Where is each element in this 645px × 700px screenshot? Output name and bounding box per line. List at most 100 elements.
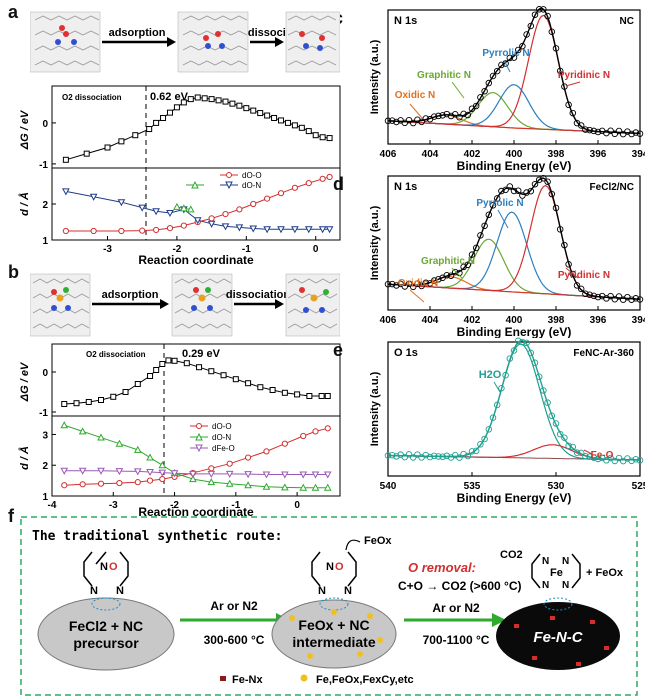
a-dg-point: [271, 114, 278, 121]
xps-c-data-point: [493, 67, 501, 75]
product-n-lr: N: [562, 580, 569, 591]
xps-e-data-point: [489, 414, 497, 421]
legend-b: dO-O dO-N dFe-O: [190, 422, 235, 453]
intermediate-line1: FeOx + NC: [298, 617, 369, 633]
xps-c-data-point: [498, 61, 505, 69]
xps-c-title: N 1s: [394, 15, 417, 27]
xps-d-xtick: 402: [464, 315, 481, 326]
xps-d-data-point: [409, 283, 417, 291]
xps-d-xtick: 394: [632, 315, 645, 326]
xps-e-data-point: [422, 451, 430, 459]
xps-c-data-point: [577, 122, 585, 129]
xps-e-data-point: [582, 452, 589, 460]
a-d-series-1-point: [138, 204, 147, 212]
xps-d-data-point: [468, 251, 476, 258]
xps-c-data-point: [409, 119, 417, 127]
xps-e-title: O 1s: [394, 347, 418, 359]
dg-note-a: O2 dissociation: [62, 93, 122, 102]
xps-e-data-point: [594, 455, 602, 463]
b-d-series-0-point: [116, 479, 123, 487]
precursor-n-right: N: [116, 585, 124, 597]
b-d-series-2-point: [207, 470, 216, 478]
b-d-series-0-point: [97, 480, 105, 487]
xps-c-data-point: [422, 115, 430, 122]
a-dg-point: [187, 96, 194, 103]
a-dg-point: [305, 128, 312, 135]
xps-d-xlabel: Binding Energy (eV): [457, 325, 572, 338]
b-d-series-1-point: [311, 483, 320, 491]
xps-c-data-point: [472, 102, 480, 110]
xps-c-data-point: [451, 111, 459, 118]
xps-c-data-point: [485, 79, 493, 87]
xps-d-peak-label-3: Pyridinic N: [558, 270, 610, 281]
xps-e-data-point: [472, 447, 480, 455]
xps-d-data-point: [615, 293, 623, 300]
a-dg-point: [83, 150, 90, 157]
precursor-line2: precursor: [73, 635, 139, 651]
xps-d-data-point: [481, 222, 488, 230]
xps-e-data-point: [393, 453, 400, 460]
a-dg-point: [326, 135, 333, 142]
graphene-sheet-a3: [285, 11, 340, 73]
b-dg-ytick: -1: [39, 408, 48, 419]
a-d-series-1-point: [325, 226, 334, 234]
panel-label-d: d: [333, 174, 344, 194]
dg-ylabel-b: ΔG / eV: [19, 361, 31, 402]
b-dg-point: [110, 393, 117, 400]
xps-c-xtick: 394: [632, 149, 645, 160]
xps-d-data-point: [489, 202, 497, 209]
xps-c-data-point: [430, 113, 438, 120]
a-dg-point: [104, 144, 111, 151]
a-dg-point: [201, 95, 208, 102]
a-d-ytick: 1: [42, 236, 48, 247]
xps-c-data-point: [384, 117, 392, 125]
a-d-series-0-point: [90, 227, 97, 235]
a-dg-point: [298, 124, 305, 131]
a-dg-point: [132, 132, 139, 139]
xps-e-data-point: [514, 337, 522, 345]
xps-c-data-point: [435, 112, 442, 120]
arrow2-gas: Ar or N2: [432, 601, 480, 615]
b-d-series-2-point: [158, 469, 167, 477]
a-dg-point: [118, 138, 125, 145]
xps-c-data-point: [607, 127, 614, 135]
legend-a: dO-O dO-N: [186, 171, 262, 190]
xps-c-data-point: [594, 128, 602, 136]
xlabel-b: Reaction coordinate: [138, 505, 254, 518]
xps-d-data-point: [586, 291, 593, 299]
xps-e-data-point: [573, 449, 581, 456]
precursor-n-upper: N: [100, 561, 108, 573]
product-n-ll: N: [542, 580, 549, 591]
legend-a-doo: dO-O: [242, 171, 262, 180]
route-header: The traditional synthetic route:: [32, 529, 282, 544]
xps-c-ylabel: Intensity (a.u.): [369, 39, 381, 114]
xps-e-xtick: 525: [632, 481, 645, 492]
xps-d-data-point: [384, 280, 392, 288]
a-dg-point: [257, 110, 264, 117]
dg-ylabel-a: ΔG / eV: [19, 109, 31, 150]
a-d-series-1-point: [193, 217, 202, 225]
xps-d-data-point: [573, 282, 581, 289]
legend-a-don: dO-N: [242, 181, 261, 190]
product-label: Fe-N-C: [533, 629, 583, 646]
legend-fenx-marker: [220, 676, 226, 681]
xps-e-envelope: [388, 339, 640, 461]
xps-c-data-point: [615, 127, 623, 135]
b-d-series-1-point: [158, 461, 167, 469]
a-d-series-1-point: [318, 226, 327, 234]
xps-c-xtick: 404: [422, 149, 439, 160]
panel-label-e: e: [333, 340, 344, 360]
xps-e-data-point: [552, 420, 560, 427]
xps-d-data-point: [594, 293, 602, 301]
xps-e-data-point: [565, 442, 572, 450]
b-dg-point: [269, 387, 276, 393]
xps-d-data-point: [535, 176, 543, 184]
plus-feox: + FeOx: [586, 567, 624, 579]
b-d-series-1-point: [299, 483, 308, 491]
a-d-ytick: 2: [42, 200, 48, 211]
xps-d-data-point: [552, 204, 560, 212]
xps-c-data-point: [418, 118, 425, 126]
b-d-series-0-point: [263, 448, 270, 455]
xps-c-data-point: [636, 130, 644, 137]
b-d-series-0-point: [300, 432, 307, 440]
